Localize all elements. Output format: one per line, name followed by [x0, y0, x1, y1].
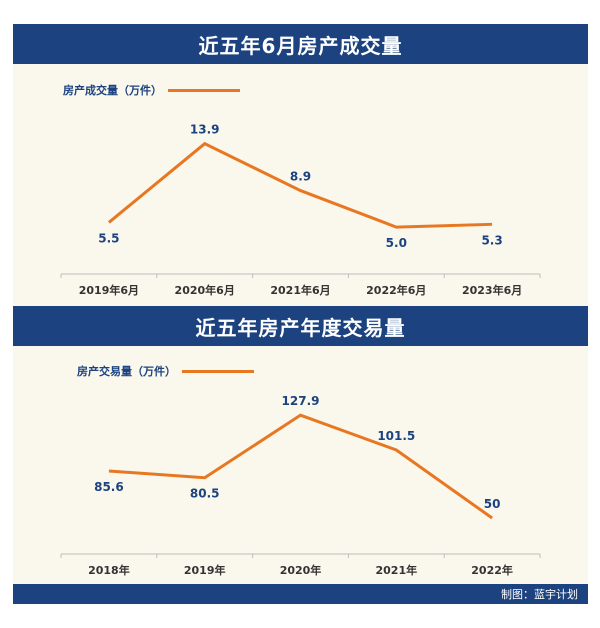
legend-label: 房产交易量（万件） — [77, 365, 176, 378]
legend-swatch — [168, 88, 240, 92]
series-line — [107, 141, 493, 229]
data-label: 101.5 — [377, 429, 415, 443]
legend-june: 房产成交量（万件） — [63, 82, 240, 98]
x-tick-label: 2021年 — [375, 563, 417, 577]
chart-title-june: 近五年6月房产成交量 — [13, 24, 588, 64]
x-tick-label: 2022年6月 — [366, 283, 426, 297]
x-tick-label: 2023年6月 — [462, 283, 522, 297]
chart-svg: 5.5 13.9 8.9 5.0 5.3 2019年6月 2020年6月 2021年6月 202… — [60, 123, 541, 297]
x-tick-label: 2020年6月 — [175, 283, 235, 297]
legend-annual: 房产交易量（万件） — [77, 363, 254, 379]
legend-label: 房产成交量（万件） — [63, 84, 162, 97]
chart-svg: 85.6 80.5 127.9 101.5 50 2018年 2019年 2020年 2021年… — [60, 394, 541, 577]
x-tick-label: 2019年6月 — [79, 283, 139, 297]
footer-credit: 制图：蓝宇计划 — [13, 584, 588, 604]
chart-title-annual: 近五年房产年度交易量 — [13, 306, 588, 346]
data-label: 13.9 — [190, 123, 220, 137]
data-label: 80.5 — [190, 487, 220, 501]
data-label: 5.5 — [98, 231, 119, 245]
data-label: 5.3 — [481, 233, 502, 247]
series-line — [108, 413, 493, 520]
x-tick-label: 2021年6月 — [270, 283, 330, 297]
chart-june-volume: 房产成交量（万件） 5.5 13.9 8.9 5.0 5.3 2019年6月 2020年6月… — [13, 64, 588, 306]
x-tick-label: 2022年 — [471, 563, 513, 577]
data-label: 5.0 — [386, 236, 407, 250]
data-label: 8.9 — [290, 170, 311, 184]
x-tick-label: 2018年 — [88, 563, 130, 577]
data-label: 50 — [484, 497, 501, 511]
legend-swatch — [182, 369, 254, 373]
data-label: 85.6 — [94, 480, 124, 494]
x-tick-label: 2020年 — [280, 563, 322, 577]
data-label: 127.9 — [282, 394, 320, 408]
chart-annual-volume: 房产交易量（万件） 85.6 80.5 127.9 101.5 50 2018年 2019年… — [13, 346, 588, 584]
x-tick-label: 2019年 — [184, 563, 226, 577]
